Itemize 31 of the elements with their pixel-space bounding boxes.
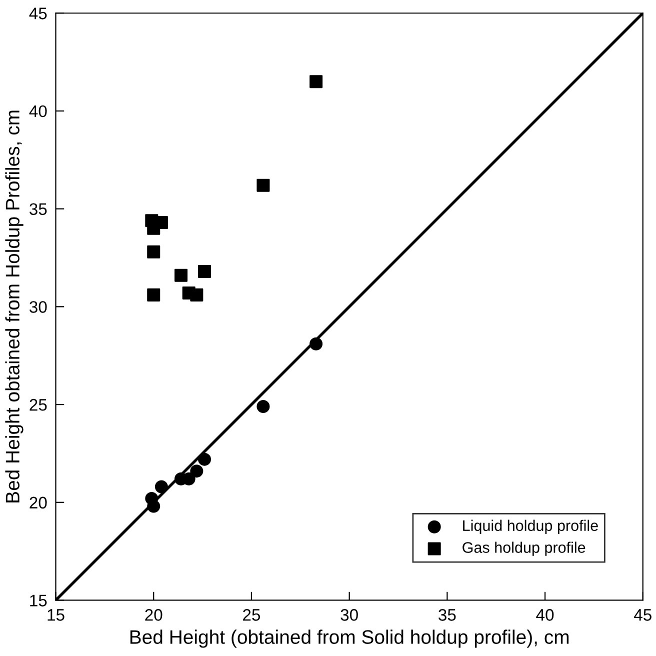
y-axis-title: Bed Height obtained from Holdup Profiles, cm (5, 110, 24, 502)
point (310, 75, 323, 88)
point (154, 480, 168, 494)
y-tick-label: 25 (30, 398, 47, 411)
y-tick-label: 35 (30, 203, 47, 216)
point (174, 268, 188, 282)
point (198, 452, 211, 466)
y-tick-label: 30 (30, 301, 47, 313)
x-tick-label: 40 (536, 609, 554, 621)
legend-label: Gas holdup profile (462, 542, 586, 556)
y-tick-label: 40 (29, 105, 47, 118)
x-axis-title: Bed Height (obtained from Solid holdup profile), cm (130, 630, 569, 648)
x-tick-label: 25 (243, 609, 260, 621)
y-tick-label: 20 (30, 496, 47, 509)
point (147, 245, 160, 258)
point (147, 288, 160, 302)
y-tick-label: 15 (30, 594, 47, 606)
point (256, 400, 270, 413)
point (147, 500, 160, 513)
point (190, 464, 204, 478)
x-tick-label: 20 (145, 609, 162, 621)
x-tick-label: 15 (48, 609, 64, 621)
x-tick-label: 45 (634, 609, 652, 621)
point (190, 288, 204, 302)
point (310, 337, 323, 350)
y-tick-label: 45 (29, 8, 47, 20)
legend-label: Liquid holdup profile (463, 520, 598, 534)
x-tick-label: 35 (438, 609, 456, 621)
point (256, 178, 270, 192)
x-tick-label: 30 (340, 609, 358, 621)
point (198, 264, 211, 278)
